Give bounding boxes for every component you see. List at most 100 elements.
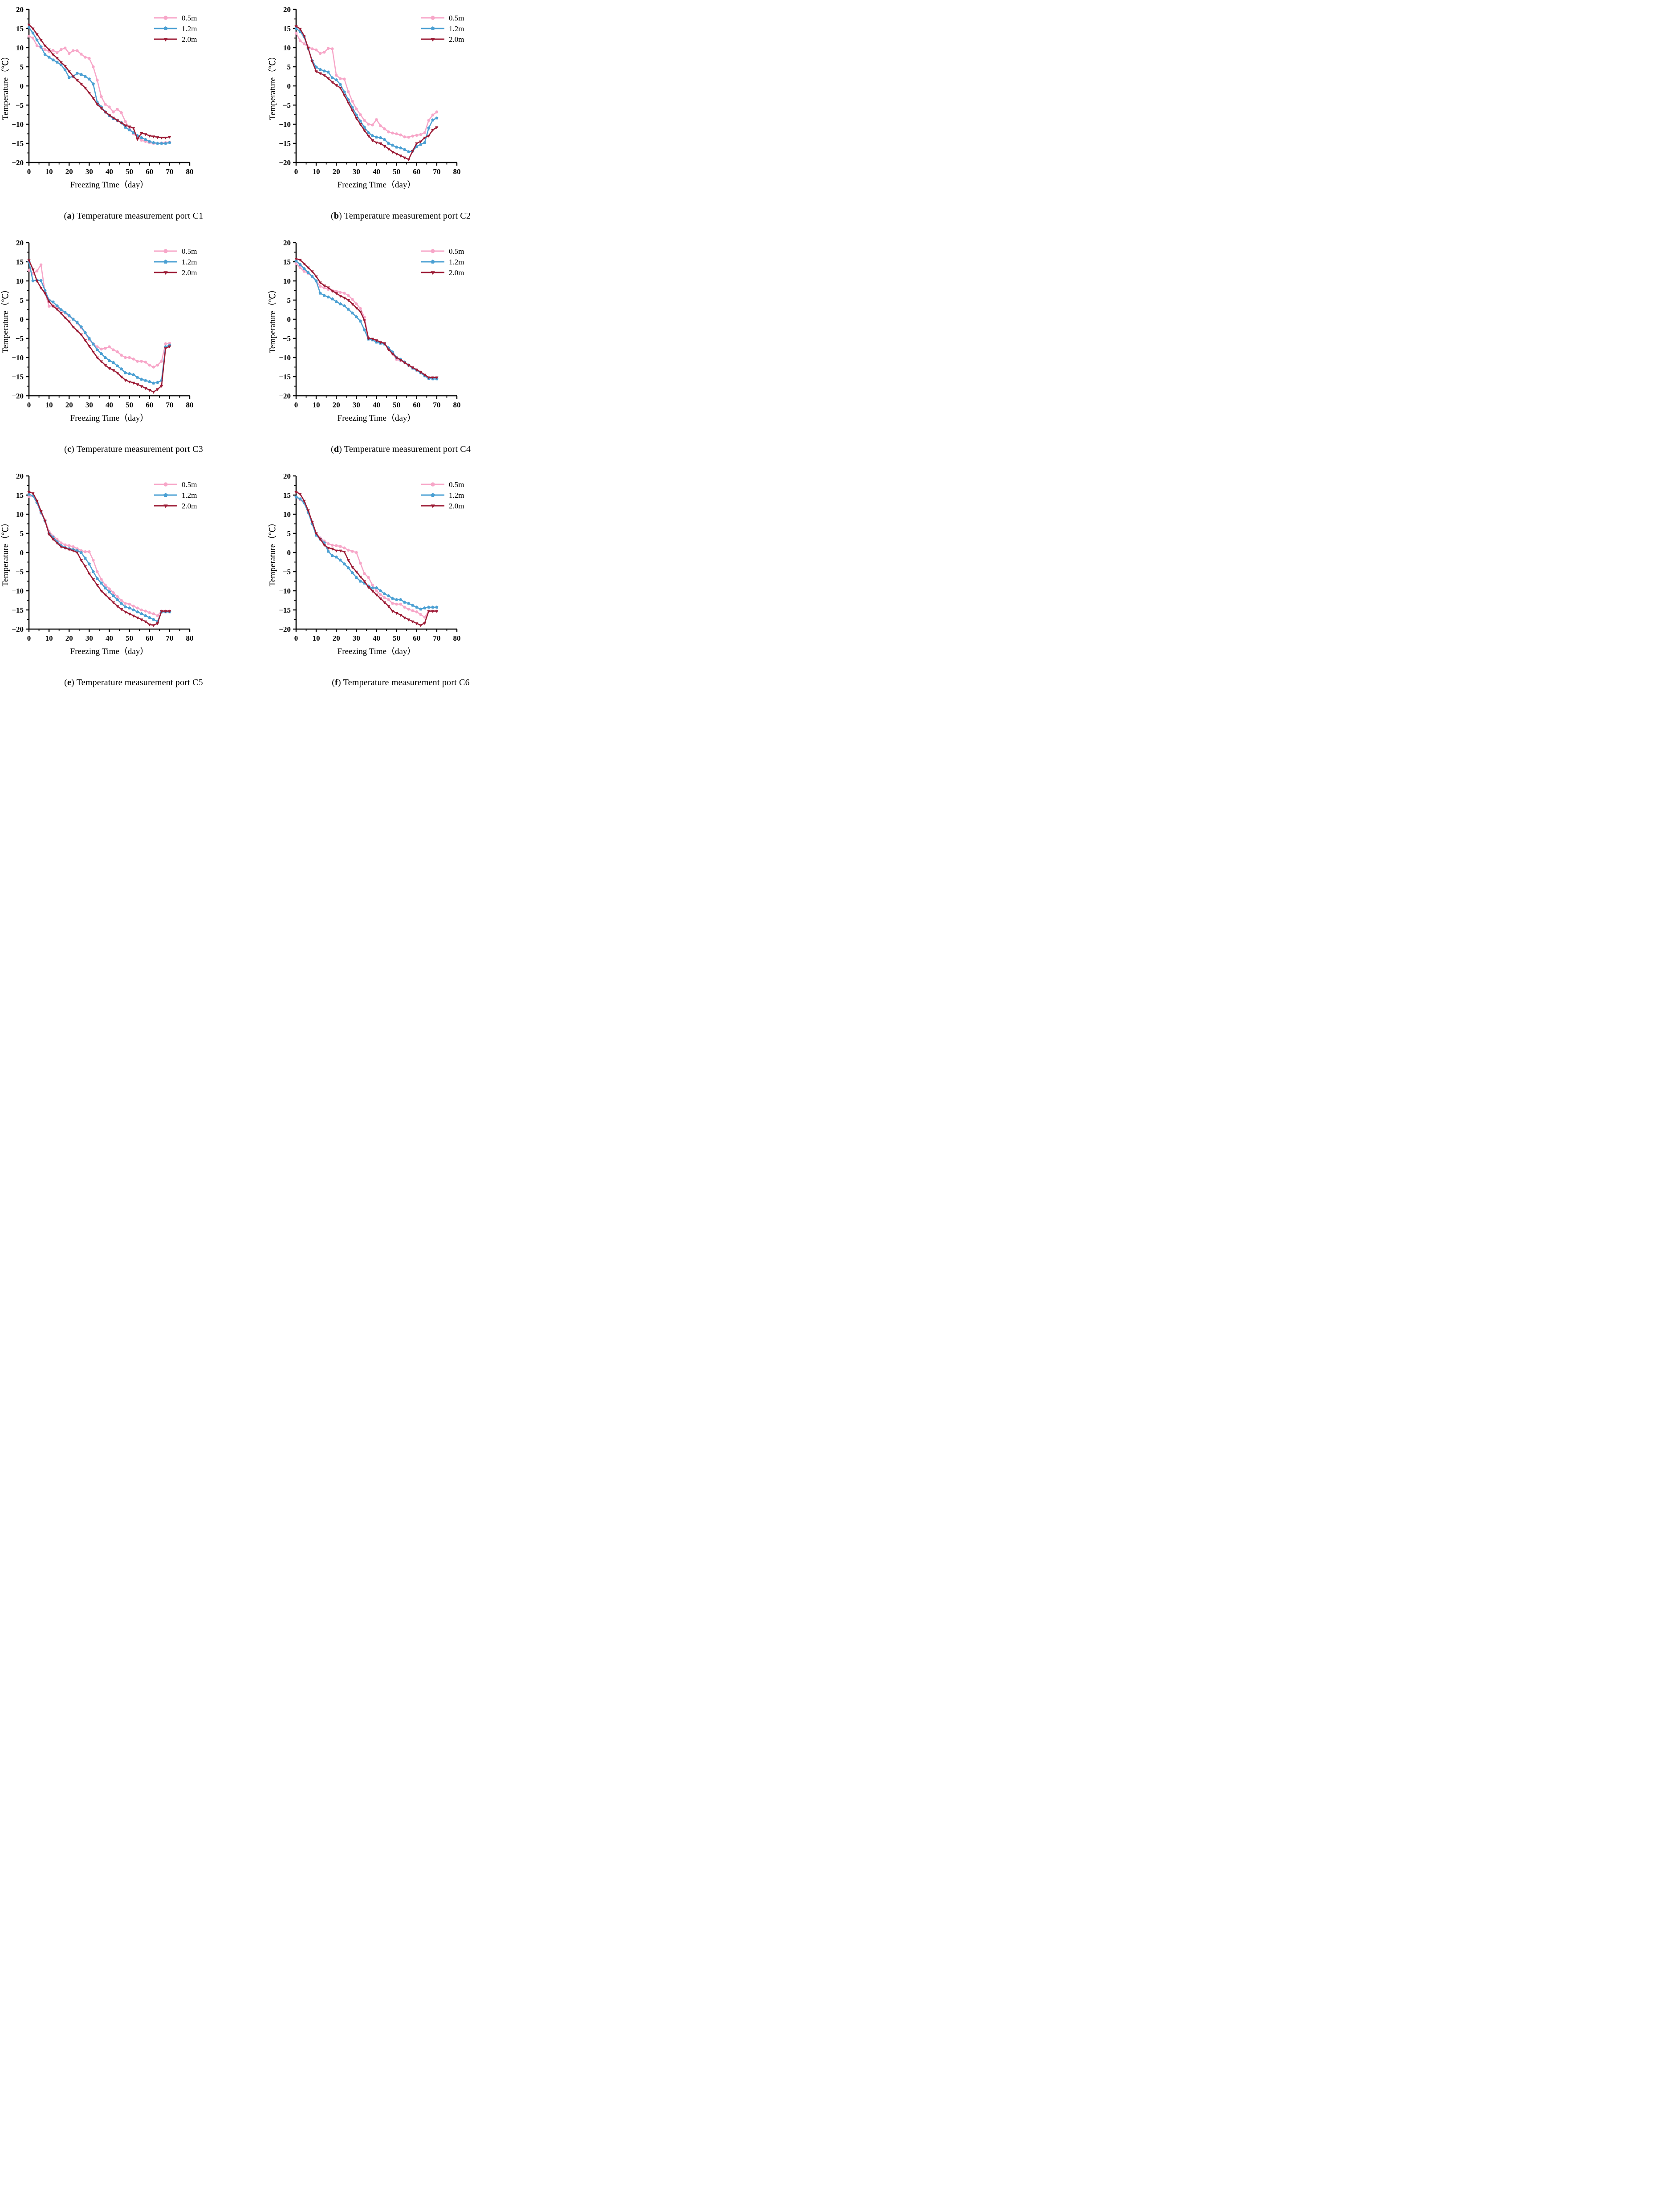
svg-text:5: 5: [287, 529, 291, 538]
chart-canvas-e: 0 10 20 30 40 50 60 70 80 −20 −15 −10 −5 0 5 10 15 20 Free…: [0, 472, 197, 656]
svg-text:50: 50: [393, 401, 400, 409]
legend-label: 0.5m: [182, 480, 197, 489]
legend-label: 1.2m: [449, 258, 464, 266]
svg-text:5: 5: [20, 296, 24, 305]
svg-text:10: 10: [45, 401, 53, 409]
series-0.5m: [294, 32, 439, 139]
legend-label: 1.2m: [449, 491, 464, 500]
chart-panel-b: 0 10 20 30 40 50 60 70 80 −20 −15 −10 −5 0 5 10 15 20 Free…: [267, 2, 534, 235]
svg-text:20: 20: [283, 239, 291, 247]
svg-text:10: 10: [16, 277, 24, 285]
svg-text:20: 20: [333, 634, 340, 642]
svg-text:80: 80: [186, 167, 194, 176]
y-axis-title: Temperature（℃）: [0, 519, 10, 587]
chart-panel-e: 0 10 20 30 40 50 60 70 80 −20 −15 −10 −5 0 5 10 15 20 Free…: [0, 468, 267, 702]
svg-text:10: 10: [313, 167, 320, 176]
svg-text:20: 20: [65, 634, 73, 642]
legend-marker-circle-icon: [163, 249, 168, 253]
svg-text:15: 15: [16, 24, 24, 33]
svg-text:70: 70: [166, 167, 173, 176]
svg-text:30: 30: [353, 401, 360, 409]
legend-marker-triangle_down-icon: [431, 504, 435, 508]
svg-text:−20: −20: [12, 158, 24, 167]
legend-marker-circle-icon: [163, 482, 168, 487]
chart-panel-f: 0 10 20 30 40 50 60 70 80 −20 −15 −10 −5 0 5 10 15 20 Free…: [267, 468, 534, 702]
legend-marker-pentagon-icon: [163, 260, 168, 264]
series-2.0m: [27, 491, 171, 627]
series-markers-2.0m: [294, 258, 439, 379]
svg-text:70: 70: [166, 401, 173, 409]
svg-text:20: 20: [16, 239, 24, 247]
legend-item-1.2m: 1.2m: [421, 24, 464, 33]
legend: 0.5m 1.2m 2.0m: [154, 247, 197, 277]
svg-text:−5: −5: [16, 101, 24, 110]
svg-text:30: 30: [85, 167, 93, 176]
svg-text:40: 40: [373, 634, 380, 642]
svg-text:−15: −15: [12, 373, 24, 381]
svg-text:40: 40: [106, 167, 113, 176]
chart-panel-c: 0 10 20 30 40 50 60 70 80 −20 −15 −10 −5 0 5 10 15 20 Free…: [0, 235, 267, 468]
svg-text:30: 30: [353, 167, 360, 176]
chart-canvas-c: 0 10 20 30 40 50 60 70 80 −20 −15 −10 −5 0 5 10 15 20 Free…: [0, 239, 197, 423]
svg-text:−10: −10: [279, 587, 291, 595]
series-1.2m: [294, 495, 439, 611]
series-2.0m: [27, 24, 171, 141]
legend-item-0.5m: 0.5m: [421, 14, 464, 22]
x-tick-labels: 0 10 20 30 40 50 60 70 80: [27, 634, 194, 642]
legend-marker-triangle_down-icon: [163, 38, 168, 42]
svg-text:80: 80: [453, 167, 461, 176]
legend-label: 1.2m: [182, 258, 197, 266]
svg-text:70: 70: [433, 401, 440, 409]
series-markers-0.5m: [294, 496, 439, 619]
legend-marker-circle-icon: [431, 16, 435, 20]
svg-text:5: 5: [20, 63, 24, 71]
svg-text:−5: −5: [283, 568, 291, 576]
svg-text:40: 40: [373, 167, 380, 176]
chart-caption-b: (b) Temperature measurement port C2: [330, 211, 471, 221]
svg-text:0: 0: [294, 167, 298, 176]
svg-text:0: 0: [27, 401, 31, 409]
svg-text:10: 10: [283, 510, 291, 519]
svg-text:70: 70: [166, 634, 173, 642]
svg-text:20: 20: [333, 401, 340, 409]
svg-text:50: 50: [126, 401, 133, 409]
y-tick-labels: −20 −15 −10 −5 0 5 10 15 20: [12, 5, 24, 167]
svg-text:0: 0: [294, 401, 298, 409]
x-axis-title: Freezing Time（day）: [338, 180, 416, 190]
svg-text:0: 0: [287, 315, 291, 324]
series-2.0m: [294, 25, 439, 162]
series-markers-1.2m: [27, 492, 171, 623]
series-markers-2.0m: [27, 259, 171, 394]
legend-label: 0.5m: [182, 247, 197, 256]
legend-label: 2.0m: [449, 268, 464, 277]
chart-caption-a: (a) Temperature measurement port C1: [64, 211, 203, 221]
chart-canvas-d: 0 10 20 30 40 50 60 70 80 −20 −15 −10 −5 0 5 10 15 20 Free…: [268, 239, 464, 423]
chart-canvas-f: 0 10 20 30 40 50 60 70 80 −20 −15 −10 −5 0 5 10 15 20 Free…: [268, 472, 464, 656]
legend-item-1.2m: 1.2m: [154, 24, 197, 33]
legend: 0.5m 1.2m 2.0m: [154, 480, 197, 510]
svg-text:20: 20: [283, 5, 291, 14]
svg-text:20: 20: [16, 472, 24, 480]
legend-item-0.5m: 0.5m: [154, 247, 197, 256]
x-axis-title: Freezing Time（day）: [338, 413, 416, 423]
svg-text:50: 50: [126, 634, 133, 642]
svg-text:30: 30: [353, 634, 360, 642]
svg-text:40: 40: [373, 401, 380, 409]
svg-text:−10: −10: [12, 120, 24, 129]
legend-marker-pentagon-icon: [163, 493, 168, 497]
svg-text:−15: −15: [279, 606, 291, 614]
series-1.2m: [27, 25, 171, 145]
y-tick-labels: −20 −15 −10 −5 0 5 10 15 20: [279, 239, 291, 400]
legend-marker-circle-icon: [431, 482, 435, 487]
svg-text:0: 0: [20, 548, 24, 557]
svg-text:10: 10: [45, 634, 53, 642]
svg-text:15: 15: [16, 491, 24, 500]
axes: [28, 243, 190, 397]
y-axis-title: Temperature（℃）: [268, 519, 277, 587]
svg-text:−15: −15: [279, 139, 291, 148]
svg-text:20: 20: [16, 5, 24, 14]
series-0.5m: [294, 496, 439, 619]
svg-text:10: 10: [283, 44, 291, 52]
series-markers-2.0m: [27, 24, 171, 141]
y-axis-title: Temperature（℃）: [268, 52, 277, 120]
